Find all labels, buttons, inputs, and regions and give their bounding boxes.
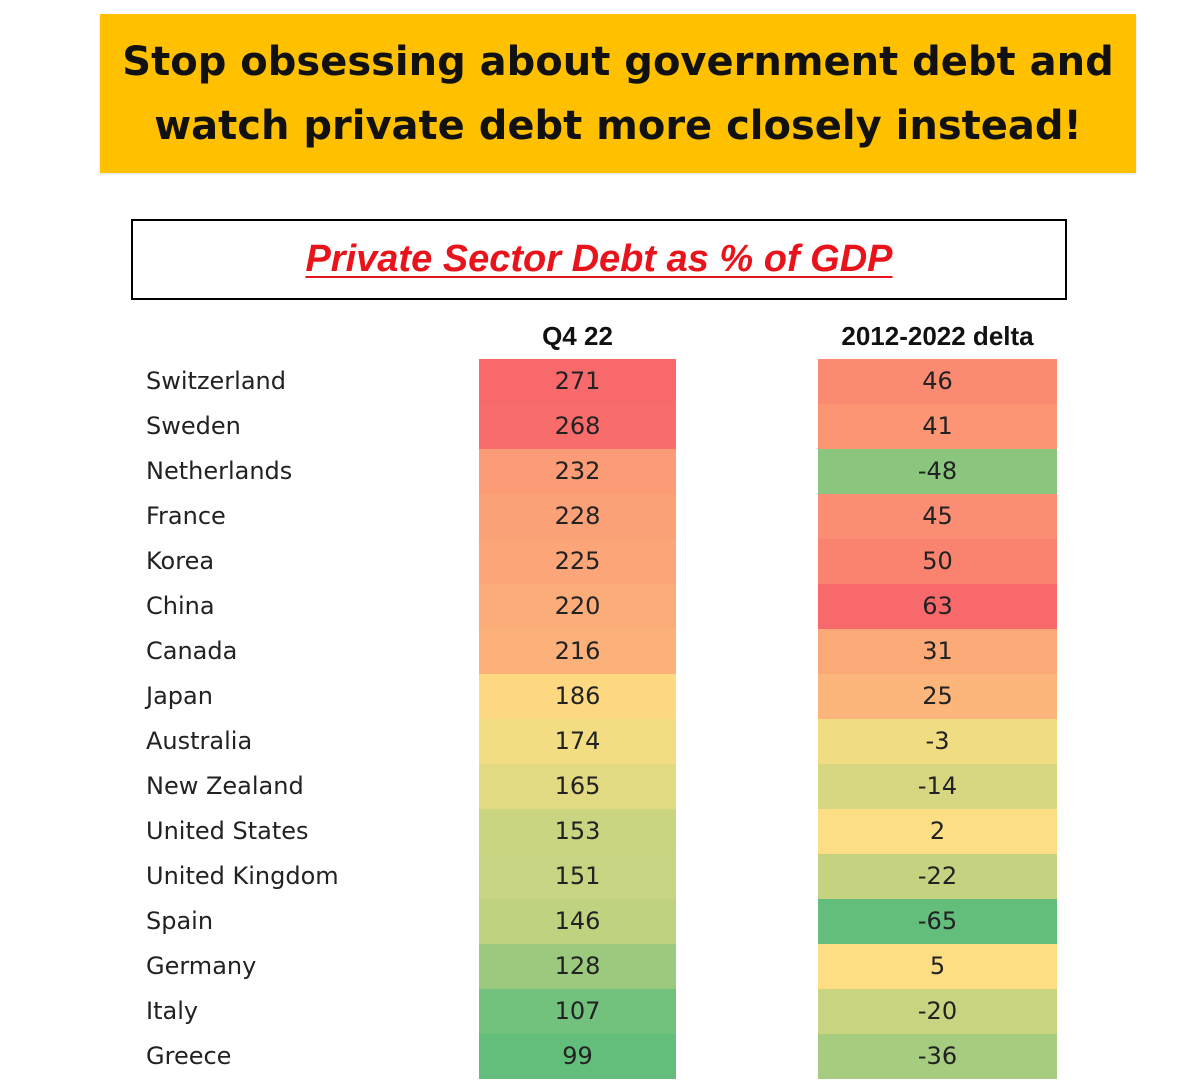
q4-22-value-cell: 153 [479, 809, 676, 854]
country-label: Italy [146, 997, 199, 1025]
country-label: Spain [146, 907, 214, 935]
country-label: United Kingdom [146, 862, 339, 890]
country-label: Switzerland [146, 367, 286, 395]
delta-value-cell: -14 [818, 764, 1057, 809]
country-label: Greece [146, 1042, 232, 1070]
delta-value-cell: 5 [818, 944, 1057, 989]
country-label: New Zealand [146, 772, 304, 800]
country-label: United States [146, 817, 309, 845]
chart-title-box: Private Sector Debt as % of GDP [131, 219, 1067, 300]
q4-22-value-cell: 228 [479, 494, 676, 539]
q4-22-value-cell: 146 [479, 899, 676, 944]
delta-value-cell: 31 [818, 629, 1057, 674]
delta-value-cell: 2 [818, 809, 1057, 854]
country-label: France [146, 502, 226, 530]
q4-22-value-cell: 99 [479, 1034, 676, 1079]
delta-value-cell: -22 [818, 854, 1057, 899]
q4-22-value-cell: 186 [479, 674, 676, 719]
q4-22-value-cell: 225 [479, 539, 676, 584]
delta-value-cell: 50 [818, 539, 1057, 584]
delta-value-cell: -20 [818, 989, 1057, 1034]
delta-value-cell: -3 [818, 719, 1057, 764]
delta-value-cell: -36 [818, 1034, 1057, 1079]
q4-22-value-cell: 232 [479, 449, 676, 494]
delta-value-cell: 46 [818, 359, 1057, 404]
q4-22-value-cell: 107 [479, 989, 676, 1034]
q4-22-value-cell: 220 [479, 584, 676, 629]
q4-22-value-cell: 165 [479, 764, 676, 809]
headline-line-2: watch private debt more closely instead! [154, 102, 1082, 149]
chart-title: Private Sector Debt as % of GDP [305, 238, 893, 280]
delta-value-cell: 25 [818, 674, 1057, 719]
country-label: Netherlands [146, 457, 293, 485]
delta-value-cell: -48 [818, 449, 1057, 494]
country-label: Japan [146, 682, 213, 710]
column-header-q4-22: Q4 22 [542, 321, 613, 351]
country-label: Germany [146, 952, 257, 980]
headline-line-1: Stop obsessing about government debt and [122, 38, 1114, 85]
delta-value-cell: 45 [818, 494, 1057, 539]
delta-value-cell: 41 [818, 404, 1057, 449]
q4-22-value-cell: 151 [479, 854, 676, 899]
column-header-delta: 2012-2022 delta [841, 321, 1034, 351]
q4-22-value-cell: 174 [479, 719, 676, 764]
country-label: Korea [146, 547, 215, 575]
country-label: Canada [146, 637, 238, 665]
delta-value-cell: -65 [818, 899, 1057, 944]
q4-22-value-cell: 268 [479, 404, 676, 449]
country-label: Australia [146, 727, 253, 755]
headline-banner: Stop obsessing about government debt and… [100, 14, 1136, 173]
delta-value-cell: 63 [818, 584, 1057, 629]
country-label: China [146, 592, 215, 620]
q4-22-value-cell: 128 [479, 944, 676, 989]
country-label: Sweden [146, 412, 241, 440]
q4-22-value-cell: 271 [479, 359, 676, 404]
q4-22-value-cell: 216 [479, 629, 676, 674]
